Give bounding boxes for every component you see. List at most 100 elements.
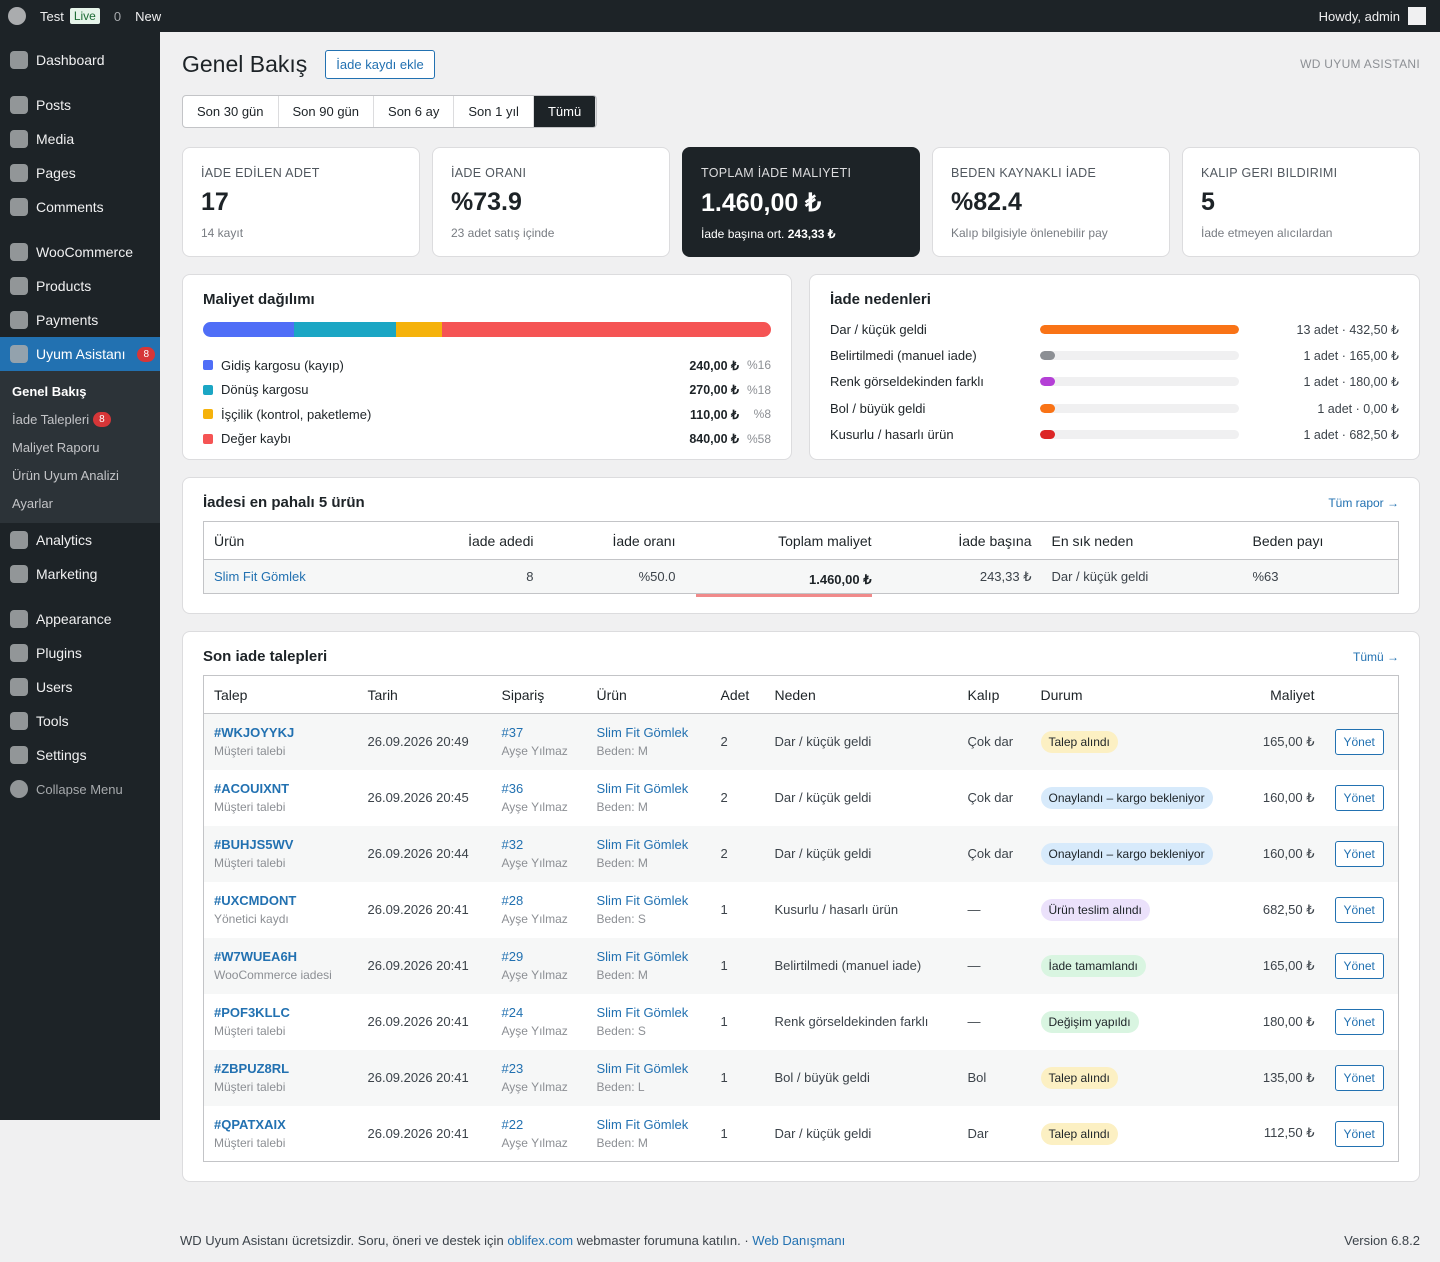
menu-item[interactable]: Uyum Asistanı 8 [0, 337, 160, 371]
footer-link[interactable]: oblifex.com [507, 1233, 574, 1248]
manage-button[interactable]: Yönet [1334, 897, 1384, 923]
reason-row: Dar / küçük geldi 13 adet · 432,50 ₺ [830, 316, 1399, 342]
menu-item[interactable]: Marketing [0, 557, 160, 591]
reason-track [1040, 324, 1239, 334]
request-id[interactable]: #ACOUIXNT [214, 781, 290, 796]
menu-item[interactable]: Comments [0, 190, 160, 224]
menu-item[interactable]: Media [0, 122, 160, 156]
product-link[interactable]: Slim Fit Gömlek [596, 1061, 689, 1076]
new[interactable]: New [135, 9, 161, 24]
order-link[interactable]: #37 [501, 725, 524, 741]
howdy[interactable]: Howdy, admin [1318, 8, 1400, 24]
order-link[interactable]: #28 [501, 893, 524, 908]
filter-button[interactable]: Tümü [533, 96, 597, 127]
reason-bar [1040, 324, 1239, 334]
submenu-item[interactable]: Genel Bakış [0, 377, 160, 405]
order-link[interactable]: #29 [501, 949, 524, 964]
request-id[interactable]: #W7WUEA6H [214, 949, 298, 964]
request-id[interactable]: #ZBPUZ8RL [214, 1061, 290, 1076]
menu-item[interactable]: Products [0, 269, 160, 303]
stat-note: Kalıp bilgisiyle önlenebilir pay [951, 226, 1151, 240]
stat-card: KALIP GERI BILDIRIMI 5 İade etmeyen alıcıl… [1182, 147, 1420, 257]
menu-item[interactable]: Payments [0, 303, 160, 337]
request-source: Müşteri talebi [214, 856, 286, 870]
date: 26.09.2026 20:41 [367, 1014, 469, 1029]
order-link[interactable]: #24 [501, 1005, 524, 1020]
filter-button[interactable]: Son 1 yıl [454, 96, 534, 127]
site-item[interactable]: Test Live [40, 8, 100, 24]
page-title: Genel Bakış [182, 50, 308, 77]
fit: — [967, 1014, 981, 1029]
manage-button[interactable]: Yönet [1334, 1120, 1384, 1147]
product-link[interactable]: Slim Fit Gömlek [596, 837, 689, 852]
order-link[interactable]: #32 [501, 837, 524, 852]
footer-link[interactable]: Web Danışmanı [752, 1233, 846, 1248]
all-link[interactable]: Tümü → [1352, 649, 1399, 664]
submenu-item[interactable]: Ürün Uyum Analizi [0, 461, 160, 489]
order-link[interactable]: #22 [501, 1116, 524, 1132]
menu-icon [10, 345, 28, 363]
manage-button[interactable]: Yönet [1334, 953, 1384, 979]
reason-row: Renk görseldekinden farklı 1 adet · 180,0… [830, 369, 1399, 395]
panel-title: İadesi en pahalı 5 ürün [203, 494, 365, 511]
top-products-table: Ürün İade adedi İade oranı Toplam maliyet İa… [203, 521, 1399, 597]
manage-button[interactable]: Yönet [1334, 729, 1384, 756]
product-link[interactable]: Slim Fit Gömlek [596, 781, 689, 796]
request-row: #ZBPUZ8RL Müşteri talebi 26.09.2026 20:41 #… [203, 1049, 1399, 1106]
customer: Ayşe Yılmaz [501, 1135, 568, 1150]
menu-item[interactable]: Analytics [0, 523, 160, 557]
filter-button[interactable]: Son 30 gün [183, 96, 279, 127]
order-link[interactable]: #36 [501, 781, 524, 796]
order-link[interactable]: #23 [501, 1061, 524, 1076]
filter-button[interactable]: Son 90 gün [279, 96, 375, 127]
request-id[interactable]: #QPATXAIX [214, 1116, 286, 1132]
menu-item[interactable]: Users [0, 670, 160, 704]
menu-label: Appearance [36, 611, 112, 627]
product-link[interactable]: Slim Fit Gömlek [596, 949, 689, 964]
menu-item[interactable]: WooCommerce [0, 235, 160, 269]
submenu-item[interactable]: Maliyet Raporu [0, 433, 160, 461]
menu-icon [10, 678, 28, 696]
product-link[interactable]: Slim Fit Gömlek [596, 1005, 689, 1020]
menu-item[interactable]: Pages [0, 156, 160, 190]
filter-button[interactable]: Son 6 ay [374, 96, 455, 127]
manage-button[interactable]: Yönet [1334, 1009, 1384, 1035]
manage-button[interactable]: Yönet [1334, 785, 1384, 811]
cell: 243,33 ₺ [979, 568, 1032, 584]
submenu-label: Ürün Uyum Analizi [12, 467, 119, 483]
reason-name: Kusurlu / hasarlı ürün [830, 426, 954, 442]
status-pill: Değişim yapıldı [1040, 1011, 1139, 1033]
manage-button[interactable]: Yönet [1334, 1065, 1384, 1091]
menu-item[interactable]: Posts [0, 88, 160, 122]
collapse-menu[interactable]: Collapse Menu [0, 772, 160, 806]
legend-swatch [203, 384, 213, 395]
column-header: Tarih [357, 675, 492, 714]
request-id[interactable]: #POF3KLLC [214, 1005, 290, 1020]
submenu-item[interactable]: İade Talepleri 8 [0, 405, 160, 433]
reason-name: Belirtilmedi (manuel iade) [830, 347, 977, 363]
submenu-item[interactable]: Ayarlar [0, 489, 160, 517]
menu-item[interactable]: Appearance [0, 602, 160, 636]
comments-item[interactable]: 0 [114, 9, 121, 24]
menu-item[interactable]: Tools [0, 704, 160, 738]
product-link[interactable]: Slim Fit Gömlek [596, 893, 689, 908]
report-link[interactable]: Tüm rapor → [1328, 495, 1399, 510]
request-id[interactable]: #UXCMDONT [214, 893, 297, 908]
stat-label: TOPLAM İADE MALIYETI [701, 166, 852, 180]
add-button[interactable]: İade kaydı ekle [325, 49, 435, 79]
cell: Slim Fit Gömlek Beden: M [587, 770, 711, 826]
product-link[interactable]: Slim Fit Gömlek [596, 725, 689, 741]
manage-button[interactable]: Yönet [1334, 841, 1384, 867]
product-link[interactable]: Slim Fit Gömlek [214, 569, 306, 584]
cell: Slim Fit Gömlek Beden: M [587, 1106, 711, 1162]
menu-item[interactable]: Dashboard [0, 43, 160, 77]
request-id[interactable]: #WKJOYYKJ [214, 725, 295, 741]
product-link[interactable]: Slim Fit Gömlek [596, 1116, 689, 1132]
menu-label: Payments [36, 312, 99, 328]
menu-item[interactable]: Plugins [0, 636, 160, 670]
menu-item[interactable]: Settings [0, 738, 160, 772]
menu-icon [10, 311, 28, 329]
request-id[interactable]: #BUHJS5WV [214, 837, 294, 852]
size: Beden: S [596, 1024, 646, 1038]
